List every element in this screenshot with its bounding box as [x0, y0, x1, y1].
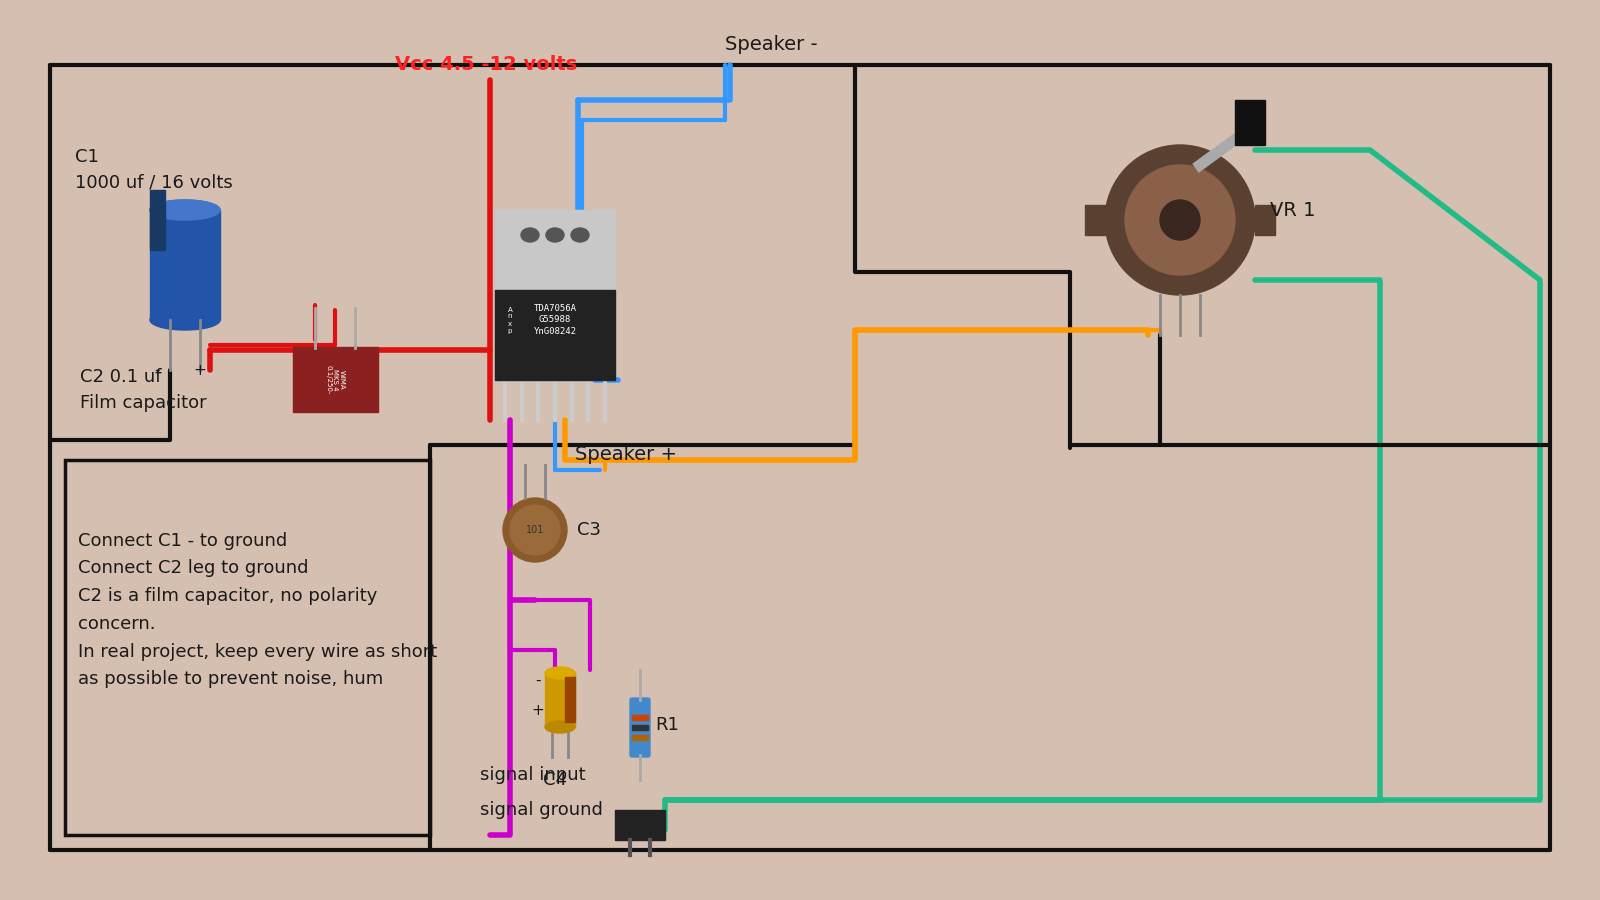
Text: C3: C3 — [578, 521, 602, 539]
Text: -: - — [154, 363, 160, 378]
Ellipse shape — [522, 228, 539, 242]
Text: C2 0.1 uf
Film capacitor: C2 0.1 uf Film capacitor — [80, 368, 206, 411]
Text: Connect C1 - to ground
Connect C2 leg to ground
C2 is a film capacitor, no polar: Connect C1 - to ground Connect C2 leg to… — [78, 532, 437, 688]
Bar — [632, 735, 648, 740]
Bar — [150, 210, 221, 320]
Text: C1
1000 uf / 16 volts: C1 1000 uf / 16 volts — [75, 148, 232, 192]
Bar — [494, 210, 614, 290]
Ellipse shape — [546, 228, 563, 242]
Ellipse shape — [150, 200, 221, 220]
Circle shape — [510, 505, 560, 555]
Circle shape — [1125, 165, 1235, 275]
Bar — [546, 672, 574, 727]
Text: WIMA
MKS 4
0.1/250-: WIMA MKS 4 0.1/250- — [325, 365, 346, 395]
Text: R1: R1 — [654, 716, 678, 734]
Bar — [614, 810, 666, 840]
Bar — [150, 190, 165, 250]
Text: Speaker -: Speaker - — [725, 35, 818, 55]
Text: C4: C4 — [542, 771, 566, 789]
Text: +: + — [194, 363, 206, 378]
Bar — [494, 290, 614, 380]
Text: 101: 101 — [526, 525, 544, 535]
Circle shape — [502, 498, 566, 562]
Text: VR 1: VR 1 — [1270, 201, 1315, 220]
Circle shape — [1160, 200, 1200, 240]
Text: signal ground: signal ground — [480, 801, 603, 819]
Ellipse shape — [546, 667, 574, 679]
Text: Vcc 4.5 -12 volts: Vcc 4.5 -12 volts — [395, 56, 578, 75]
Ellipse shape — [546, 721, 574, 733]
Text: -: - — [536, 673, 541, 688]
Bar — [1235, 100, 1266, 145]
Text: signal input: signal input — [480, 766, 586, 784]
Text: A
n
x
p: A n x p — [507, 307, 512, 334]
Circle shape — [1106, 145, 1254, 295]
Ellipse shape — [571, 228, 589, 242]
Bar — [632, 715, 648, 720]
Bar — [632, 725, 648, 730]
Text: Speaker +: Speaker + — [574, 446, 677, 464]
Text: TDA7056A
G55988
YnG08242: TDA7056A G55988 YnG08242 — [533, 303, 576, 337]
Text: +: + — [531, 703, 544, 718]
Ellipse shape — [150, 200, 221, 220]
FancyBboxPatch shape — [630, 698, 650, 757]
Ellipse shape — [150, 310, 221, 330]
Bar — [66, 460, 430, 835]
Bar — [1085, 205, 1106, 235]
Bar — [1254, 205, 1275, 235]
Bar — [293, 347, 378, 412]
Bar — [565, 677, 574, 722]
